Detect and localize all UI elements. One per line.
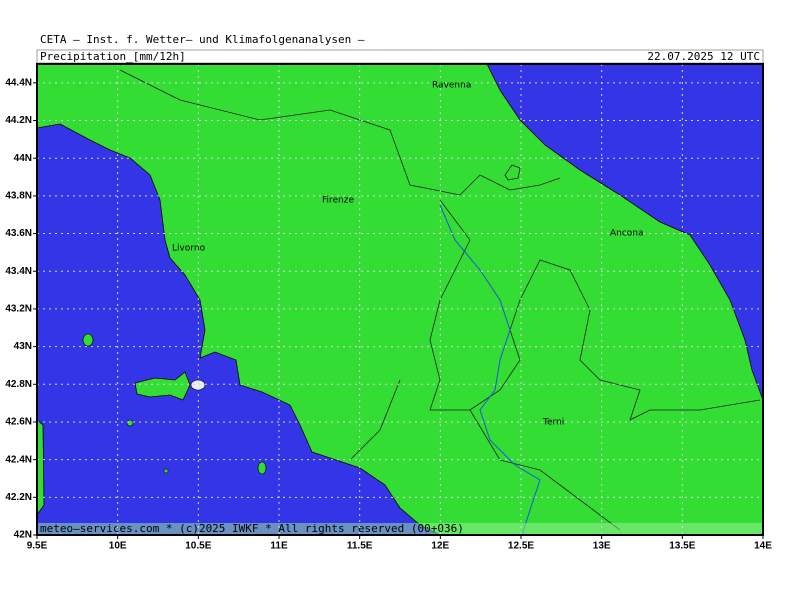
region-border xyxy=(504,164,521,181)
lon-tick-label: 12E xyxy=(431,541,449,552)
lat-tick-label: 44.4N xyxy=(5,77,32,88)
lon-tick-label: 9.5E xyxy=(27,541,48,552)
footer-band xyxy=(37,523,763,535)
lat-tick-label: 42.6N xyxy=(5,417,32,428)
lat-tick-label: 43.4N xyxy=(5,266,32,277)
footer-text: meteo—services.com * (c)2025 IWKF * All … xyxy=(40,522,464,535)
lat-tick-label: 42N xyxy=(14,530,32,541)
city-label: Ancona xyxy=(610,229,644,239)
lat-tick-label: 43.8N xyxy=(5,191,32,202)
city-label: Firenze xyxy=(322,196,354,206)
region-border xyxy=(429,199,761,421)
lon-tick-label: 11E xyxy=(270,541,288,552)
river xyxy=(439,204,541,536)
lat-tick-label: 44.2N xyxy=(5,115,32,126)
lat-tick-label: 44N xyxy=(14,153,32,164)
city-label: Ravenna xyxy=(432,81,471,91)
parameter-label: Precipitation_[mm/12h] xyxy=(40,50,186,63)
city-label: Livorno xyxy=(172,244,206,254)
land-strip xyxy=(36,419,45,517)
island xyxy=(126,419,134,427)
lat-tick-label: 43N xyxy=(14,341,32,352)
lat-tick-label: 42.8N xyxy=(5,379,32,390)
valid-time: 22.07.2025 12 UTC xyxy=(647,50,760,63)
lon-tick-label: 13E xyxy=(593,541,611,552)
lon-tick-label: 12.5E xyxy=(508,541,534,552)
map-frame xyxy=(36,63,764,536)
header-title: CETA — Inst. f. Wetter— und Klimafolgena… xyxy=(40,33,365,46)
lat-tick-label: 43.2N xyxy=(5,304,32,315)
lon-tick-label: 10E xyxy=(109,541,127,552)
lon-tick-label: 13.5E xyxy=(669,541,695,552)
island-elba xyxy=(134,371,191,401)
island xyxy=(163,468,169,474)
lon-tick-label: 11.5E xyxy=(347,541,373,552)
lat-tick-label: 43.6N xyxy=(5,228,32,239)
lat-tick-label: 42.4N xyxy=(5,454,32,465)
map-area xyxy=(36,63,764,536)
lon-tick-label: 10.5E xyxy=(185,541,211,552)
lon-tick-label: 14E xyxy=(754,541,772,552)
island xyxy=(257,461,267,475)
region-border xyxy=(119,69,561,196)
island xyxy=(82,333,94,347)
city-label: Terni xyxy=(542,418,564,428)
lat-tick-label: 42.2N xyxy=(5,492,32,503)
